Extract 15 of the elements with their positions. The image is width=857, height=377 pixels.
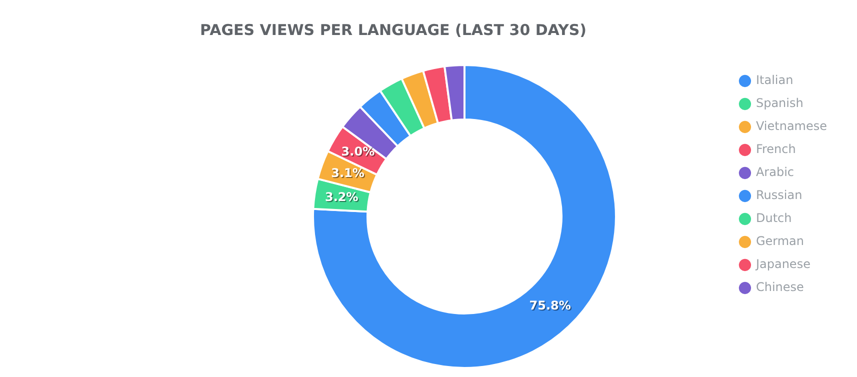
legend-label: Russian xyxy=(756,188,802,202)
data-label: 3.1% xyxy=(331,166,364,180)
legend-label: Japanese xyxy=(754,257,810,272)
legend-label: German xyxy=(756,234,804,248)
legend-label: Italian xyxy=(756,73,794,88)
data-label: 3.2% xyxy=(325,190,358,204)
legend-label: Chinese xyxy=(756,280,804,294)
legend-label: Vietnamese xyxy=(756,119,828,134)
legend-label: Spanish xyxy=(756,96,804,110)
data-label: 3.0% xyxy=(342,146,376,160)
legend-label: Arabic xyxy=(756,165,794,180)
legend-label: French xyxy=(756,142,796,156)
legend-label: Dutch xyxy=(756,211,792,226)
data-label: 75.8% xyxy=(530,300,572,314)
chart-title: PAGES VIEWS PER LANGUAGE (LAST 30 DAYS) xyxy=(200,20,586,39)
